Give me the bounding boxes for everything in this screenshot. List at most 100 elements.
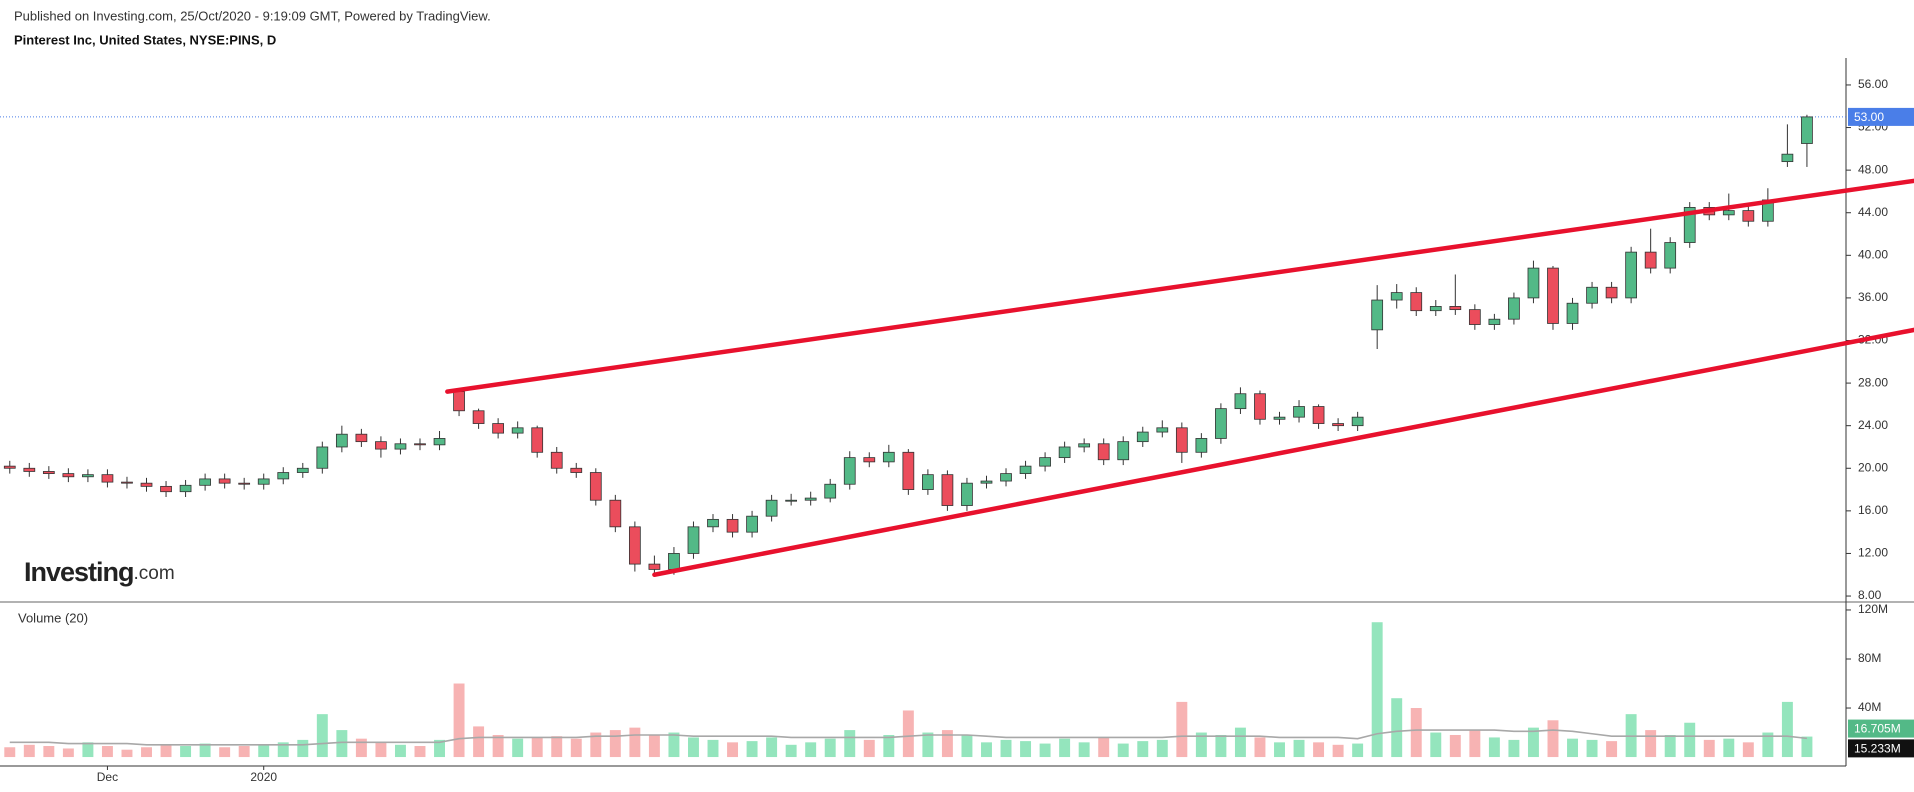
volume-bar bbox=[1059, 738, 1071, 758]
y-tick-label: 16.00 bbox=[1858, 503, 1888, 517]
volume-bar bbox=[375, 742, 387, 758]
volume-bar bbox=[512, 738, 524, 758]
volume-ma-line bbox=[9, 729, 1808, 746]
volume-bar bbox=[1430, 732, 1442, 758]
volume-bar bbox=[180, 746, 192, 758]
volume-bar bbox=[1762, 732, 1774, 758]
volume-bar bbox=[1313, 742, 1325, 758]
candle-body bbox=[1136, 431, 1149, 443]
volume-bar bbox=[668, 732, 680, 758]
candle-body bbox=[355, 433, 368, 443]
volume-bar bbox=[1293, 739, 1305, 758]
last-ma-label: 15.233M bbox=[1854, 742, 1901, 756]
volume-bars bbox=[4, 622, 1813, 758]
candle-body bbox=[1527, 267, 1540, 299]
candle-body bbox=[179, 484, 192, 493]
volume-bar bbox=[1547, 720, 1559, 758]
volume-bar bbox=[1137, 741, 1149, 758]
watermark-suffix: .com bbox=[134, 563, 175, 584]
candle-body bbox=[414, 443, 426, 446]
candle-body bbox=[1410, 292, 1423, 312]
volume-bar bbox=[336, 730, 348, 758]
volume-bar bbox=[570, 738, 582, 758]
candle-body bbox=[238, 482, 251, 485]
y-tick-label: 56.00 bbox=[1858, 77, 1888, 91]
volume-bar bbox=[1039, 743, 1051, 758]
chart-subtitle: Pinterest Inc, United States, NYSE:PINS,… bbox=[14, 32, 276, 47]
y-tick-label: 40.00 bbox=[1858, 247, 1888, 261]
volume-bar bbox=[434, 739, 445, 758]
candle-body bbox=[550, 451, 563, 469]
candle-body bbox=[1683, 207, 1696, 243]
volume-bar bbox=[297, 739, 309, 758]
candle-body bbox=[453, 391, 465, 412]
candle-body bbox=[1644, 251, 1657, 269]
volume-bar bbox=[1801, 736, 1813, 758]
volume-bar bbox=[1742, 742, 1754, 758]
candle-body bbox=[1097, 443, 1110, 461]
candle-body bbox=[42, 471, 55, 474]
volume-bar bbox=[941, 730, 953, 758]
volume-bar bbox=[1527, 727, 1539, 758]
volume-bar bbox=[355, 738, 367, 758]
candle-body bbox=[531, 427, 544, 453]
candle-body bbox=[765, 499, 778, 517]
volume-bar bbox=[688, 737, 699, 758]
candle-body bbox=[218, 478, 231, 484]
y-tick-label: 24.00 bbox=[1858, 418, 1888, 432]
y-tick-label: 20.00 bbox=[1858, 460, 1888, 474]
volume-bar bbox=[531, 737, 543, 758]
volume-bar bbox=[1254, 737, 1266, 758]
volume-bar bbox=[238, 746, 250, 758]
candle-body bbox=[1273, 416, 1286, 420]
volume-bar bbox=[981, 742, 992, 758]
candle-body bbox=[1547, 267, 1559, 324]
candle-body bbox=[492, 423, 504, 434]
y-tick-label: 8.00 bbox=[1858, 588, 1882, 602]
volume-bar bbox=[1606, 741, 1618, 758]
volume-bar bbox=[4, 747, 16, 758]
candle-body bbox=[668, 553, 680, 570]
volume-label: Volume (20) bbox=[18, 610, 88, 625]
candle-body bbox=[433, 438, 446, 446]
last-volume-box bbox=[1848, 719, 1914, 738]
candle-body bbox=[1625, 251, 1637, 299]
volume-bar bbox=[1371, 622, 1383, 758]
volume-bar bbox=[492, 734, 504, 758]
candle-body bbox=[394, 443, 407, 450]
candle-body bbox=[1664, 242, 1677, 269]
candle-body bbox=[1449, 306, 1462, 311]
candle-body bbox=[1429, 306, 1442, 312]
volume-y-tick-label: 40M bbox=[1858, 700, 1881, 714]
volume-bar bbox=[473, 726, 485, 758]
volume-bar bbox=[1234, 727, 1246, 758]
y-tick-label: 44.00 bbox=[1858, 205, 1888, 219]
candle-body bbox=[628, 526, 641, 565]
candle-body bbox=[687, 526, 700, 554]
volume-bar bbox=[414, 746, 426, 758]
volume-bar bbox=[1000, 739, 1012, 758]
candle-body bbox=[101, 474, 114, 483]
candle-body bbox=[726, 518, 739, 533]
volume-bar bbox=[1703, 739, 1715, 758]
candle-body bbox=[648, 563, 661, 570]
volume-bar bbox=[824, 738, 836, 758]
volume-bar bbox=[1176, 701, 1188, 758]
y-tick-label: 28.00 bbox=[1858, 375, 1888, 389]
volume-bar bbox=[160, 744, 172, 758]
candle-body bbox=[843, 457, 856, 485]
candle-body bbox=[199, 478, 211, 486]
trendline bbox=[652, 327, 1914, 577]
volume-bar bbox=[629, 727, 641, 758]
candle-body bbox=[980, 480, 993, 484]
candle-body bbox=[804, 497, 817, 501]
candle-body bbox=[1390, 292, 1403, 301]
trendline bbox=[445, 178, 1914, 394]
last-ma-box bbox=[1848, 739, 1914, 758]
last-price-box bbox=[1848, 107, 1914, 126]
volume-bar bbox=[590, 732, 602, 758]
volume-bar bbox=[1781, 701, 1793, 758]
candle-body bbox=[570, 467, 583, 473]
y-tick-label: 48.00 bbox=[1858, 162, 1888, 176]
